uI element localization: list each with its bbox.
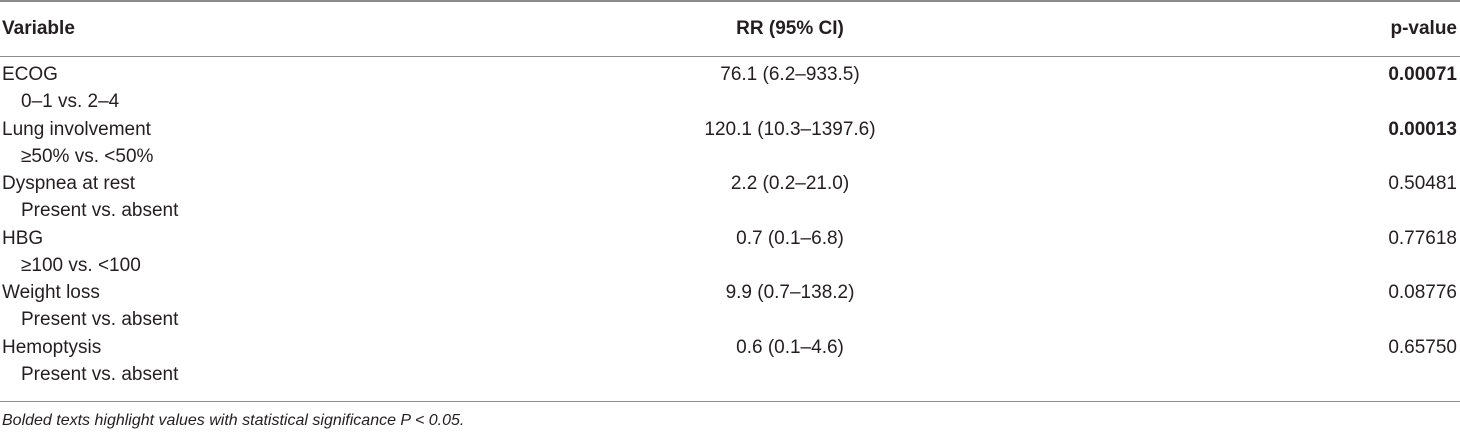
variable-cell: Lung involvement (2, 118, 151, 140)
pvalue-cell: 0.00013 (1388, 118, 1457, 140)
header-rr: RR (95% CI) (736, 18, 844, 39)
rr-cell: 0.7 (0.1–6.8) (736, 227, 844, 249)
table-row: Lung involvement ≥50% vs. <50% 120.1 (10… (0, 117, 1460, 172)
rr-cell: 76.1 (6.2–933.5) (720, 64, 860, 85)
comparison-cell: Present vs. absent (21, 309, 179, 330)
rr-cell: 0.6 (0.1–4.6) (736, 336, 844, 358)
pvalue-cell: 0.08776 (1388, 282, 1457, 303)
variable-cell: HBG (2, 227, 44, 249)
header-variable: Variable (2, 18, 75, 39)
comparison-cell: ≥100 vs. <100 (21, 254, 141, 276)
comparison-cell: ≥50% vs. <50% (21, 145, 154, 167)
variable-cell: Weight loss (2, 282, 100, 303)
table-row: Weight loss Present vs. absent 9.9 (0.7–… (0, 280, 1460, 335)
comparison-cell: 0–1 vs. 2–4 (21, 91, 120, 112)
variable-cell: Dyspnea at rest (2, 173, 136, 194)
header-pvalue: p-value (1390, 18, 1457, 39)
variable-cell: Hemoptysis (2, 336, 102, 358)
table-footnote: Bolded texts highlight values with stati… (2, 412, 465, 429)
table-header: Variable RR (95% CI) p-value (0, 14, 1460, 44)
rr-cell: 120.1 (10.3–1397.6) (704, 118, 876, 140)
comparison-cell: Present vs. absent (21, 363, 179, 385)
top-rule (0, 0, 1460, 2)
comparison-cell: Present vs. absent (21, 200, 179, 221)
rr-cell: 9.9 (0.7–138.2) (725, 282, 855, 303)
bottom-rule (0, 401, 1460, 402)
pvalue-cell: 0.65750 (1388, 336, 1457, 358)
rr-cell: 2.2 (0.2–21.0) (730, 173, 850, 194)
pvalue-cell: 0.77618 (1388, 227, 1457, 249)
table-body: ECOG 0–1 vs. 2–4 76.1 (6.2–933.5) 0.0007… (0, 62, 1460, 389)
variable-cell: ECOG (2, 64, 58, 85)
header-rule (0, 56, 1460, 57)
pvalue-cell: 0.50481 (1388, 173, 1457, 194)
table-row: ECOG 0–1 vs. 2–4 76.1 (6.2–933.5) 0.0007… (0, 62, 1460, 117)
table-row: HBG ≥100 vs. <100 0.7 (0.1–6.8) 0.77618 (0, 226, 1460, 281)
table-row: Hemoptysis Present vs. absent 0.6 (0.1–4… (0, 335, 1460, 390)
pvalue-cell: 0.00071 (1388, 64, 1457, 85)
table-row: Dyspnea at rest Present vs. absent 2.2 (… (0, 171, 1460, 226)
